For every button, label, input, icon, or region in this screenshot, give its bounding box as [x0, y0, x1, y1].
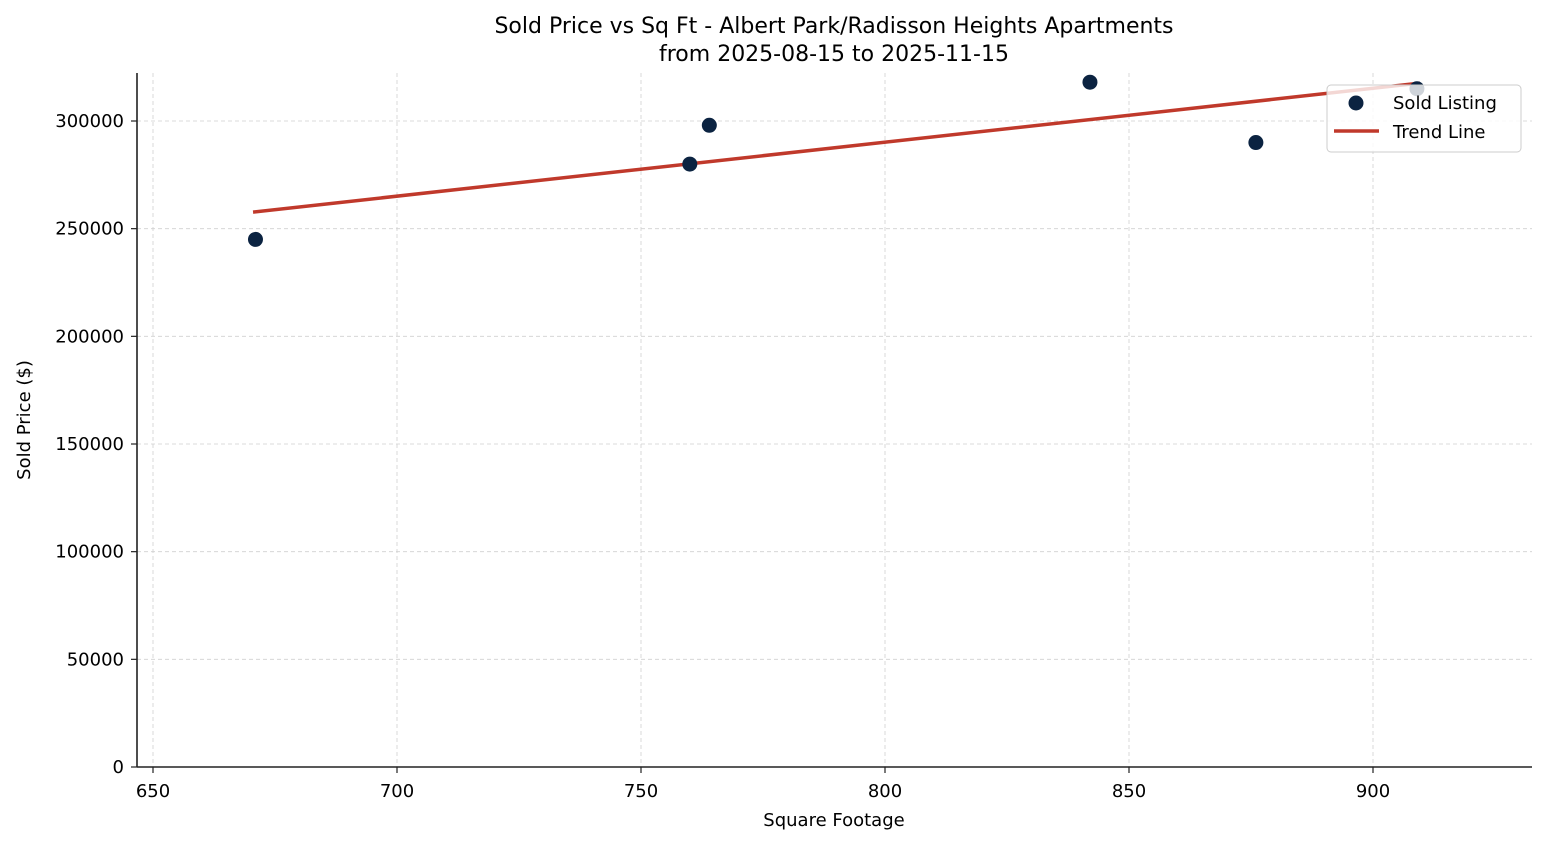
x-tick-label: 750: [624, 781, 658, 802]
axes: [136, 73, 1532, 768]
legend-marker-sold-listing: [1348, 95, 1364, 111]
trend-line: [252, 81, 1421, 214]
x-tick-label: 800: [868, 781, 902, 802]
y-axis-label: Sold Price ($): [14, 360, 35, 480]
chart-subtitle: from 2025-08-15 to 2025-11-15: [659, 42, 1009, 67]
y-tick-label: 200000: [55, 326, 124, 347]
grid-lines: [137, 73, 1532, 767]
y-tick-label: 100000: [55, 542, 124, 563]
legend: Sold Listing Trend Line: [1326, 84, 1522, 153]
data-point: [1248, 135, 1264, 151]
chart-title: Sold Price vs Sq Ft - Albert Park/Radiss…: [494, 14, 1173, 39]
y-tick-label: 150000: [55, 434, 124, 455]
legend-label-trend-line: Trend Line: [1392, 122, 1486, 143]
data-point: [1082, 74, 1098, 90]
x-tick-label: 650: [136, 781, 170, 802]
x-axis-ticks: 650 700 750 800 850 900: [136, 767, 1390, 802]
legend-label-sold-listing: Sold Listing: [1393, 93, 1497, 114]
data-point: [682, 156, 698, 172]
y-axis-ticks: 0 50000 100000 150000 200000 250000 300000: [55, 111, 137, 778]
x-tick-label: 850: [1112, 781, 1146, 802]
data-point: [247, 231, 263, 247]
y-tick-label: 300000: [55, 111, 124, 132]
x-tick-label: 900: [1356, 781, 1390, 802]
y-tick-label: 250000: [55, 219, 124, 240]
y-tick-label: 0: [113, 757, 124, 778]
y-tick-label: 50000: [67, 649, 124, 670]
data-point: [701, 117, 717, 133]
x-axis-label: Square Footage: [763, 810, 904, 831]
x-tick-label: 700: [380, 781, 414, 802]
